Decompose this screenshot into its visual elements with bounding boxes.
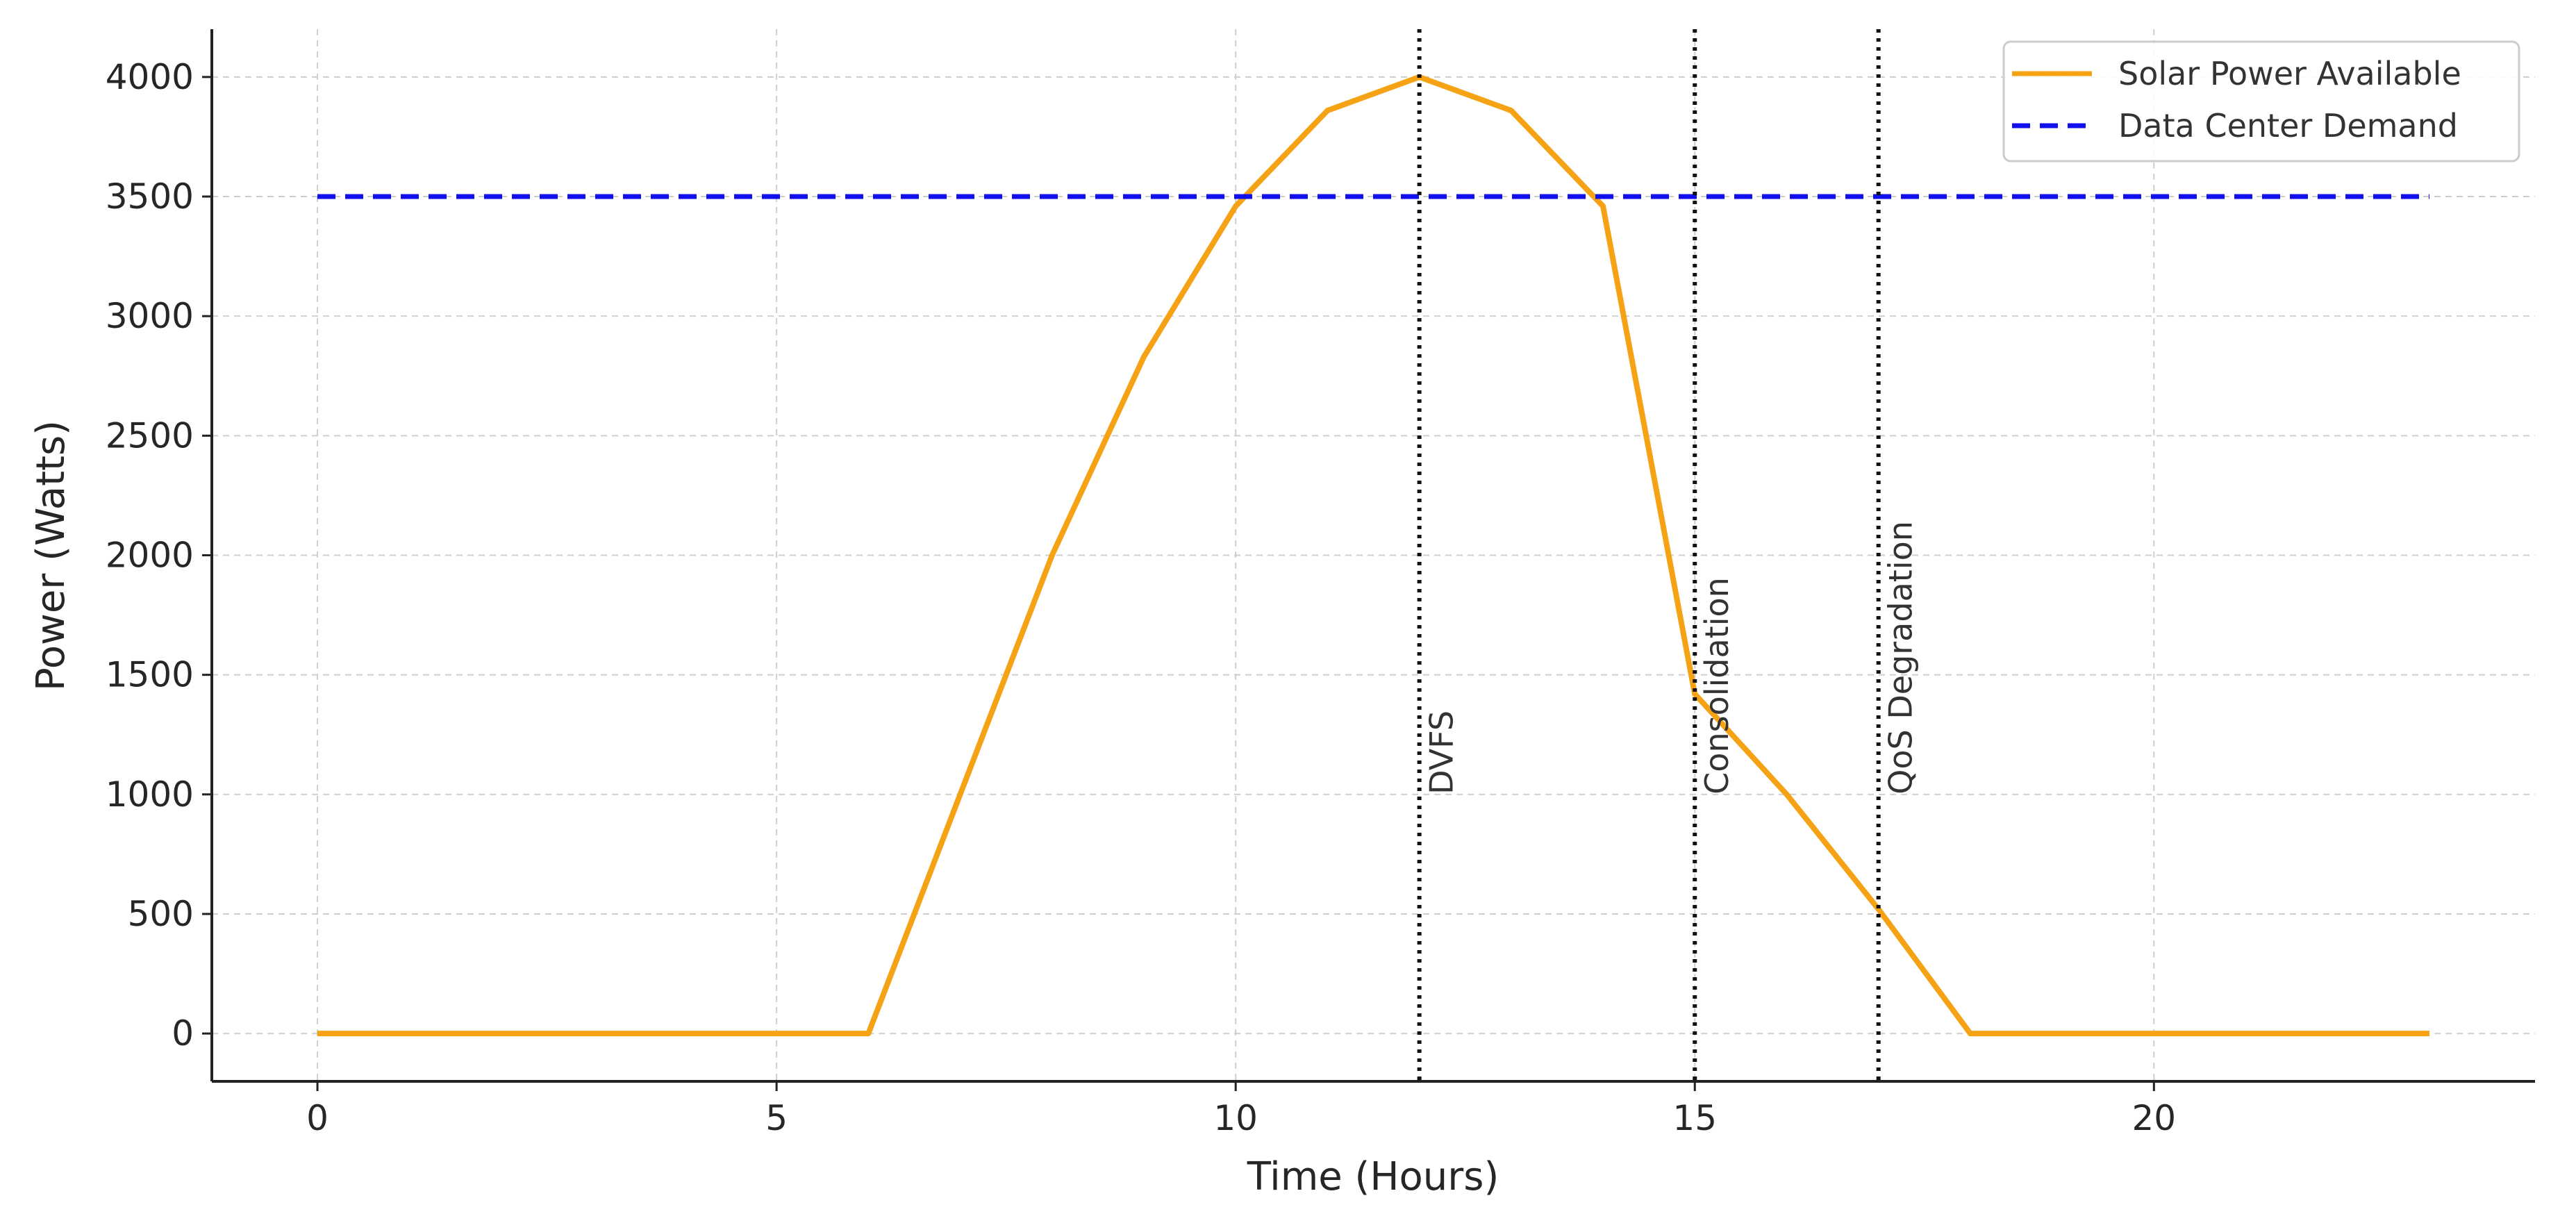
annotation-label: DVFS	[1423, 710, 1461, 795]
y-tick-label: 4000	[106, 57, 194, 97]
annotation-label: Consolidation	[1698, 577, 1736, 795]
x-tick-label: 5	[765, 1098, 788, 1138]
annotation-label: QoS Degradation	[1882, 521, 1920, 795]
y-axis-title: Power (Watts)	[28, 420, 74, 691]
x-tick-label: 0	[306, 1098, 329, 1138]
series-line-solar-power	[317, 74, 2429, 1037]
annotation-layer: DVFS Consolidation QoS Degradation	[1417, 29, 1920, 1081]
x-tick-label: 10	[1213, 1098, 1258, 1138]
y-tick-label: 3000	[106, 296, 194, 336]
y-tick-label: 3500	[106, 176, 194, 217]
y-tick-label: 500	[128, 894, 194, 934]
y-tick-label: 2000	[106, 535, 194, 576]
x-tick-label: 20	[2132, 1098, 2177, 1138]
x-axis-title: Time (Hours)	[1247, 1154, 1499, 1199]
legend-label-demand: Data Center Demand	[2118, 107, 2458, 144]
y-tick-label: 0	[172, 1013, 194, 1054]
legend: Solar Power Available Data Center Demand	[2002, 40, 2520, 163]
legend-frame	[2002, 40, 2520, 163]
y-tick-label: 1000	[106, 774, 194, 815]
y-tick-label: 1500	[106, 655, 194, 695]
y-tick-label: 2500	[106, 415, 194, 456]
x-tick-label: 15	[1672, 1098, 1717, 1138]
legend-label-solar: Solar Power Available	[2118, 55, 2461, 92]
tick-layer: 0 5 10 15 20 0 500 1000 1500 2000 2500 3000 3500 4000	[106, 57, 2176, 1138]
series-layer	[317, 74, 2429, 1037]
